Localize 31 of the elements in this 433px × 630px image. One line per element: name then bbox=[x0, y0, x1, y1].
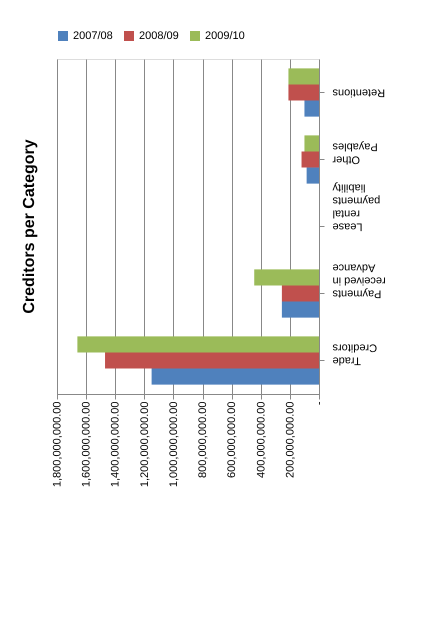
bar bbox=[77, 336, 319, 352]
x-tick-label: 1,600,000,000.00 bbox=[80, 402, 93, 488]
bar bbox=[282, 302, 319, 318]
y-tick-label: Trade Creditors bbox=[332, 342, 378, 366]
y-tick-label: Payments received in Advance bbox=[332, 262, 386, 300]
legend-label: 2009/10 bbox=[205, 30, 245, 42]
x-tick-label: 1,800,000,000.00 bbox=[52, 402, 64, 488]
bar bbox=[254, 269, 319, 286]
bar bbox=[288, 68, 319, 84]
x-tick-label: 800,000,000.00 bbox=[197, 402, 210, 478]
bar bbox=[288, 84, 319, 101]
bar bbox=[302, 151, 319, 168]
x-tick-label: - bbox=[314, 401, 326, 406]
bar bbox=[152, 368, 319, 385]
bar bbox=[105, 352, 319, 369]
y-tick-label: Lease rental payments liability bbox=[332, 182, 380, 232]
x-tick-label: 1,000,000,000.00 bbox=[168, 402, 180, 488]
legend-label: 2007/08 bbox=[73, 30, 113, 42]
y-tick-label: Retentions bbox=[332, 86, 386, 98]
bar bbox=[304, 100, 319, 117]
bar bbox=[306, 168, 319, 184]
bar bbox=[304, 135, 319, 152]
legend-label: 2008/09 bbox=[139, 30, 179, 42]
x-tick-label: 200,000,000.00 bbox=[284, 402, 296, 478]
x-tick-label: 1,400,000,000.00 bbox=[110, 402, 122, 488]
bar bbox=[282, 285, 319, 302]
y-tick-label: Other Payables bbox=[332, 140, 378, 166]
text: Creditors per Category bbox=[21, 139, 38, 314]
x-tick-label: 600,000,000.00 bbox=[226, 402, 238, 478]
x-tick-label: 1,200,000,000.00 bbox=[138, 402, 151, 488]
x-tick-label: 400,000,000.00 bbox=[255, 402, 268, 478]
